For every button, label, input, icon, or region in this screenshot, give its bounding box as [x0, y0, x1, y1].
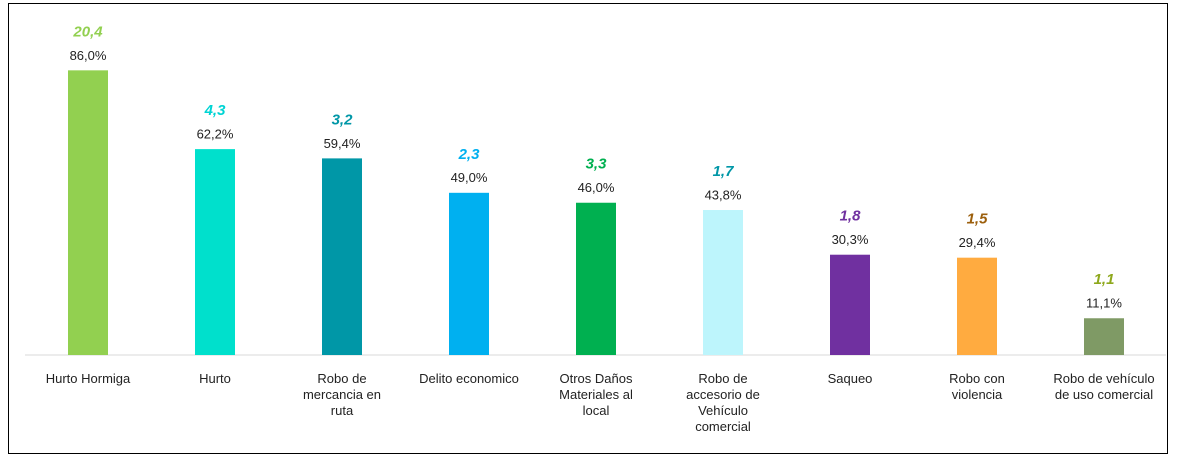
- bar: [576, 202, 616, 355]
- secondary-value-label: 1,1: [1094, 271, 1115, 288]
- secondary-value-label: 1,5: [967, 211, 989, 228]
- value-label: 43,8%: [705, 187, 742, 202]
- bar: [830, 254, 870, 355]
- x-tick-label: Robo de accesorio de Vehículo comercial: [686, 371, 760, 434]
- secondary-value-label: 20,4: [72, 23, 103, 40]
- bar: [322, 158, 362, 355]
- x-tick-label: Saqueo: [827, 371, 873, 386]
- value-label: 59,4%: [324, 136, 361, 151]
- bar: [68, 70, 108, 355]
- bar: [957, 257, 997, 355]
- bar: [1084, 318, 1124, 355]
- value-label: 30,3%: [832, 232, 869, 247]
- value-label: 11,1%: [1086, 296, 1122, 311]
- x-tick-label: Hurto Hormiga: [45, 371, 131, 386]
- x-tick-label: Delito economico: [419, 371, 519, 386]
- chart-frame: [8, 3, 1168, 454]
- x-tick-label: Robo con violencia: [949, 371, 1005, 402]
- bar: [195, 149, 235, 355]
- secondary-value-label: 1,8: [840, 208, 862, 225]
- x-tick-label: Hurto: [199, 371, 231, 386]
- value-label: 49,0%: [451, 170, 488, 185]
- value-label: 46,0%: [578, 180, 615, 195]
- secondary-value-label: 3,2: [332, 111, 354, 128]
- value-label: 86,0%: [70, 48, 107, 63]
- bar: [449, 192, 489, 355]
- bar: [703, 210, 743, 355]
- value-label: 29,4%: [959, 235, 996, 250]
- secondary-value-label: 2,3: [458, 146, 481, 163]
- x-tick-label: Otros Daños Materiales al local: [559, 371, 633, 418]
- secondary-value-label: 3,3: [586, 156, 608, 173]
- x-tick-label: Robo de vehículo de uso comercial: [1053, 371, 1155, 402]
- x-tick-label: Robo de mercancia en ruta: [302, 371, 382, 418]
- value-label: 62,2%: [197, 127, 234, 142]
- secondary-value-label: 1,7: [713, 163, 735, 180]
- secondary-value-label: 4,3: [204, 102, 227, 119]
